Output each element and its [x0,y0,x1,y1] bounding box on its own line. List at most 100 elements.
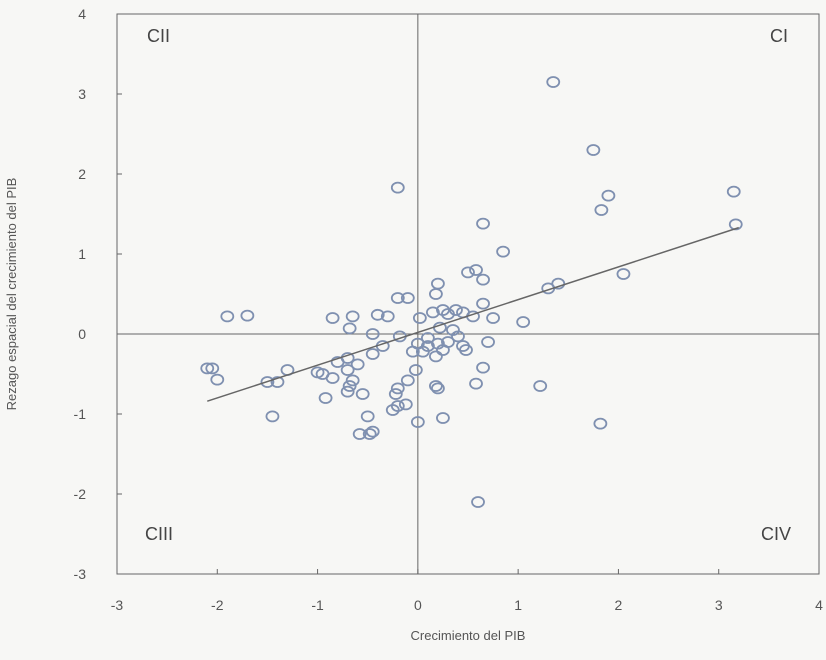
x-tick-label: -3 [111,597,124,613]
data-point [240,309,255,322]
data-point [325,372,340,384]
data-point [436,344,450,356]
data-point [469,377,483,390]
data-point [546,76,561,88]
data-point [415,345,430,358]
data-point [431,277,445,290]
data-point [429,288,443,300]
data-point [400,374,415,387]
y-tick-label: -3 [74,566,87,582]
data-point [210,373,225,386]
data-point [390,400,405,412]
x-tick-labels: -3 -2 -1 0 1 2 3 4 [111,597,823,613]
quadrant-label-top-right: CI [770,26,788,46]
y-tick-label: 3 [78,86,86,102]
data-point [469,264,483,276]
data-point [459,344,473,356]
data-point [362,428,377,440]
data-point [390,292,405,304]
data-point [398,398,413,411]
data-point [593,417,608,430]
data-point [352,428,367,440]
data-point [345,310,360,323]
data-point [449,304,463,316]
data-point [429,350,443,363]
data-point [342,322,357,335]
x-tick-label: -2 [211,597,224,613]
data-point [516,316,531,328]
data-point [586,144,601,156]
data-point [325,312,340,324]
data-point [436,412,450,424]
data-point [360,410,375,423]
data-point [594,204,609,216]
quadrant-label-bottom-left: CIII [145,524,173,544]
data-point [390,382,405,395]
x-tick-label: 1 [514,597,522,613]
data-point [205,362,220,375]
data-point [380,310,395,323]
data-point [365,328,380,340]
quadrant-label-top-left: CII [147,26,170,46]
data-point [365,425,380,438]
data-point [486,312,500,324]
data-point [481,336,495,348]
data-point [330,356,345,368]
data-point [405,345,420,358]
data-point [370,308,385,321]
data-point [408,364,423,376]
data-point [355,388,370,400]
data-point [496,245,511,258]
data-point [270,376,285,388]
y-tick-label: 0 [78,326,86,342]
plot-frame [116,13,820,575]
y-tick-labels: -3 -2 -1 0 1 2 3 4 [74,6,87,582]
data-point [429,380,443,392]
data-point [200,362,215,375]
data-point [726,185,741,198]
data-point [410,416,425,428]
data-point [728,218,743,231]
data-point [220,310,235,323]
data-point [471,496,485,508]
data-point [616,268,631,280]
tick-marks [116,13,820,575]
x-tick-label: 4 [815,597,823,613]
data-point [451,330,465,343]
data-point [390,181,405,194]
x-axis-title: Crecimiento del PIB [411,628,526,643]
data-point [431,382,445,395]
y-tick-label: -2 [74,486,87,502]
data-point [342,380,357,392]
data-point [340,364,355,376]
data-point [476,273,490,286]
x-tick-label: 0 [414,597,422,613]
data-points [200,76,743,508]
data-point [400,292,415,304]
quadrant-label-bottom-right: CIV [761,524,791,544]
data-point [420,332,435,344]
data-point [412,312,427,324]
data-point [425,306,440,319]
y-tick-label: 2 [78,166,86,182]
data-point [476,217,490,230]
trend-line [207,226,740,402]
data-point [350,358,365,371]
y-tick-label: 4 [78,6,86,22]
data-point [388,388,403,400]
data-point [601,189,616,202]
x-tick-label: -1 [311,597,324,613]
data-point [533,380,548,392]
data-point [265,410,280,423]
y-axis-title: Rezago espacial del crecimiento del PIB [4,178,19,411]
y-tick-label: -1 [74,406,87,422]
data-point [365,348,380,360]
data-point [260,376,275,388]
data-point [461,266,475,279]
y-tick-label: 1 [78,246,86,262]
x-tick-label: 3 [715,597,723,613]
data-point [340,385,355,398]
data-point [476,361,490,374]
data-point [345,374,360,387]
